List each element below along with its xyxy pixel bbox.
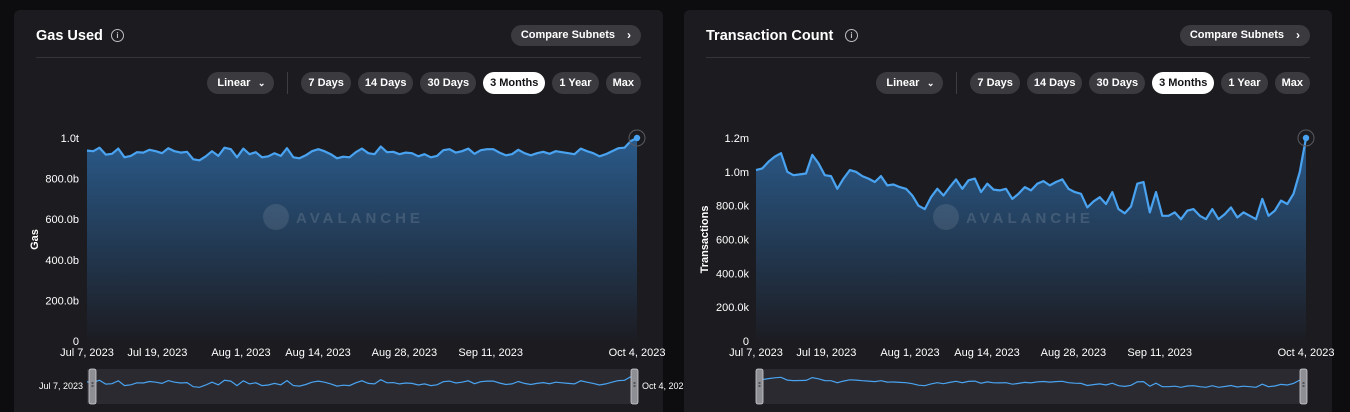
range-3-months-button[interactable]: 3 Months	[483, 72, 546, 94]
transaction-count-panel: Transaction Count i Compare Subnets › Li…	[684, 10, 1335, 412]
compare-subnets-label: Compare Subnets	[1189, 29, 1284, 41]
y-tick-label: 1.0t	[61, 133, 79, 145]
navigator-handle-left[interactable]	[755, 368, 764, 405]
navigator-line	[755, 374, 1307, 388]
y-tick-label: 1.0m	[725, 167, 749, 179]
y-tick-label: 1.2m	[725, 133, 749, 145]
range-max-button[interactable]: Max	[605, 72, 641, 94]
avalanche-logo-icon	[933, 204, 959, 230]
chevron-down-icon: ⌄	[926, 78, 935, 88]
chart-controls: Linear ⌄ 7 Days 14 Days 30 Days 3 Months…	[207, 72, 641, 94]
chevron-right-icon: ›	[627, 28, 631, 42]
range-1-year-button[interactable]: 1 Year	[1221, 72, 1268, 94]
x-tick-label: Sep 11, 2023	[458, 347, 523, 359]
navigator-line	[86, 374, 638, 388]
x-tick-label: Aug 28, 2023	[372, 347, 437, 359]
range-7-days-button[interactable]: 7 Days	[970, 72, 1020, 94]
series-line	[755, 137, 1308, 221]
x-tick-label: Jul 19, 2023	[796, 347, 856, 359]
x-tick-label: Oct 4, 2023	[609, 347, 666, 359]
range-30-days-button[interactable]: 30 Days	[1089, 72, 1146, 94]
x-tick-label: Aug 1, 2023	[880, 347, 939, 359]
y-tick-label: 200.0b	[45, 295, 79, 307]
y-tick-label: 0	[743, 336, 749, 348]
navigator-handle-right[interactable]	[1299, 368, 1308, 405]
scale-select[interactable]: Linear ⌄	[876, 72, 944, 94]
avalanche-logo-icon	[263, 204, 289, 230]
divider	[706, 57, 1310, 58]
last-point-halo	[628, 129, 646, 147]
x-tick-label: Aug 1, 2023	[211, 347, 270, 359]
watermark-text: AVALANCHE	[966, 210, 1094, 227]
range-navigator[interactable]	[755, 368, 1308, 405]
series-line	[86, 137, 638, 162]
gas-used-chart[interactable]: 0 200.0b 400.0b 600.0b 800.0b 1.0t Gas AVALANCH…	[14, 10, 689, 412]
y-tick-label: 600.0b	[45, 214, 79, 226]
gas-used-panel: Gas Used i Compare Subnets › Linear ⌄ 7 …	[14, 10, 689, 412]
panel-title: Gas Used	[36, 28, 103, 44]
navigator-handle-right[interactable]	[630, 368, 639, 405]
info-icon[interactable]: i	[111, 29, 124, 42]
navigator-handle-left[interactable]	[88, 368, 97, 405]
compare-subnets-button[interactable]: Compare Subnets ›	[510, 25, 641, 46]
x-tick-label: Oct 4, 2023	[1278, 347, 1335, 359]
x-tick-label: Aug 14, 2023	[954, 347, 1019, 359]
transaction-count-chart[interactable]: 0200.0k400.0k600.0k800.0k1.0m1.2mTransac…	[684, 10, 1335, 412]
last-point-halo	[1297, 129, 1315, 147]
y-axis-label: Gas	[29, 229, 41, 250]
navigator-track	[87, 369, 637, 404]
navigator-end-label: Oct 4, 2023	[642, 381, 689, 391]
y-tick-label: 0	[73, 336, 79, 348]
compare-subnets-button[interactable]: Compare Subnets ›	[1179, 25, 1310, 46]
watermark-text: AVALANCHE	[296, 210, 424, 227]
watermark: AVALANCHE	[933, 204, 1094, 230]
x-tick-label: Jul 19, 2023	[127, 347, 187, 359]
y-tick-label: 800.0k	[716, 201, 750, 213]
x-tick-label: Aug 14, 2023	[285, 347, 350, 359]
y-tick-label: 600.0k	[716, 235, 750, 247]
navigator-start-label: Jul 7, 2023	[39, 381, 83, 391]
watermark: AVALANCHE	[263, 204, 424, 230]
scale-select-label: Linear	[886, 77, 920, 89]
area-fill	[87, 138, 637, 341]
range-max-button[interactable]: Max	[1274, 72, 1310, 94]
x-tick-label: Sep 11, 2023	[1127, 347, 1192, 359]
range-30-days-button[interactable]: 30 Days	[420, 72, 477, 94]
info-icon[interactable]: i	[845, 29, 858, 42]
controls-separator	[287, 72, 289, 94]
area-fill	[756, 138, 1306, 341]
range-14-days-button[interactable]: 14 Days	[357, 72, 414, 94]
x-tick-label: Jul 7, 2023	[60, 347, 114, 359]
range-3-months-button[interactable]: 3 Months	[1152, 72, 1215, 94]
range-14-days-button[interactable]: 14 Days	[1026, 72, 1083, 94]
last-point-marker	[1302, 134, 1310, 142]
range-7-days-button[interactable]: 7 Days	[301, 72, 351, 94]
divider	[36, 57, 641, 58]
y-tick-label: 400.0b	[45, 255, 79, 267]
y-tick-label: 800.0b	[45, 174, 79, 186]
chevron-down-icon: ⌄	[257, 78, 266, 88]
compare-subnets-label: Compare Subnets	[520, 29, 615, 41]
last-point-marker	[633, 134, 641, 142]
scale-select-label: Linear	[217, 77, 251, 89]
x-tick-label: Jul 7, 2023	[729, 347, 783, 359]
range-1-year-button[interactable]: 1 Year	[552, 72, 599, 94]
scale-select[interactable]: Linear ⌄	[207, 72, 275, 94]
range-navigator[interactable]: Jul 7, 2023 Oct 4, 2023	[39, 368, 689, 405]
panel-title: Transaction Count	[706, 28, 834, 44]
y-tick-label: 400.0k	[716, 268, 750, 280]
chart-controls: Linear ⌄ 7 Days 14 Days 30 Days 3 Months…	[876, 72, 1310, 94]
chevron-right-icon: ›	[1296, 28, 1300, 42]
y-tick-label: 200.0k	[716, 302, 750, 314]
y-axis-label: Transactions	[699, 206, 711, 274]
x-tick-label: Aug 28, 2023	[1041, 347, 1106, 359]
controls-separator	[956, 72, 958, 94]
